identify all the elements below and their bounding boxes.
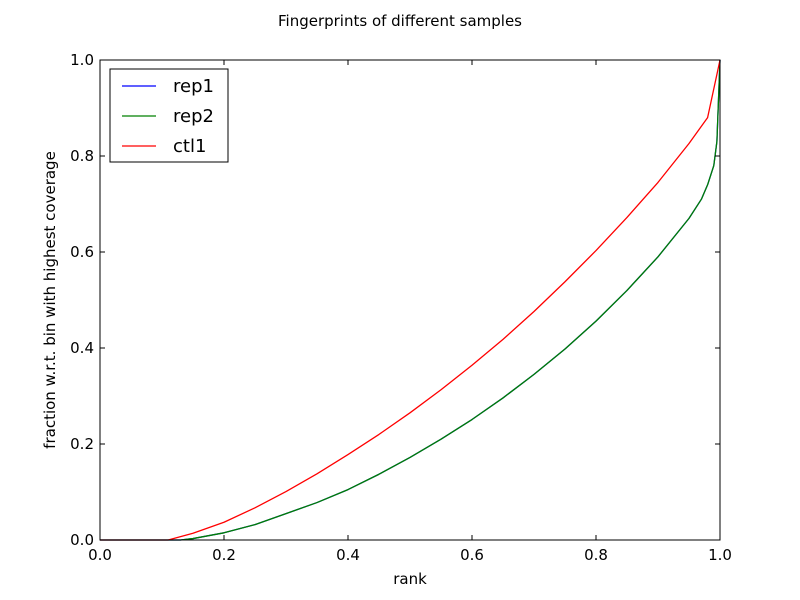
y-tick-label: 0.2 bbox=[70, 435, 94, 453]
x-tick-label: 0.0 bbox=[88, 546, 112, 564]
y-axis-label: fraction w.r.t. bin with highest coverag… bbox=[41, 151, 59, 449]
y-tick-label: 0.6 bbox=[70, 243, 94, 261]
x-tick-label: 0.8 bbox=[584, 546, 608, 564]
legend-label-ctl1: ctl1 bbox=[173, 136, 206, 157]
series-layer bbox=[100, 59, 721, 541]
series-line-rep2 bbox=[100, 59, 721, 541]
series-line-ctl1 bbox=[100, 59, 721, 541]
legend-label-rep1: rep1 bbox=[173, 76, 214, 97]
chart-title: Fingerprints of different samples bbox=[278, 12, 522, 30]
plot-frame bbox=[99, 59, 721, 541]
legend-label-rep2: rep2 bbox=[173, 106, 214, 127]
y-tick-label: 1.0 bbox=[70, 51, 94, 69]
x-tick-label: 1.0 bbox=[708, 546, 732, 564]
y-tick-label: 0.0 bbox=[70, 531, 94, 549]
tick-layer: 0.0 0.2 0.4 0.6 0.8 1.0 0.0 0.2 0.4 0.6 0.8 1.0 bbox=[70, 51, 732, 564]
x-axis-label: rank bbox=[393, 570, 427, 588]
y-tick-label: 0.8 bbox=[70, 147, 94, 165]
x-tick-label: 0.2 bbox=[212, 546, 236, 564]
y-tick-label: 0.4 bbox=[70, 339, 94, 357]
legend: rep1 rep2 ctl1 bbox=[109, 68, 229, 163]
x-tick-label: 0.6 bbox=[460, 546, 484, 564]
x-tick-label: 0.4 bbox=[336, 546, 360, 564]
